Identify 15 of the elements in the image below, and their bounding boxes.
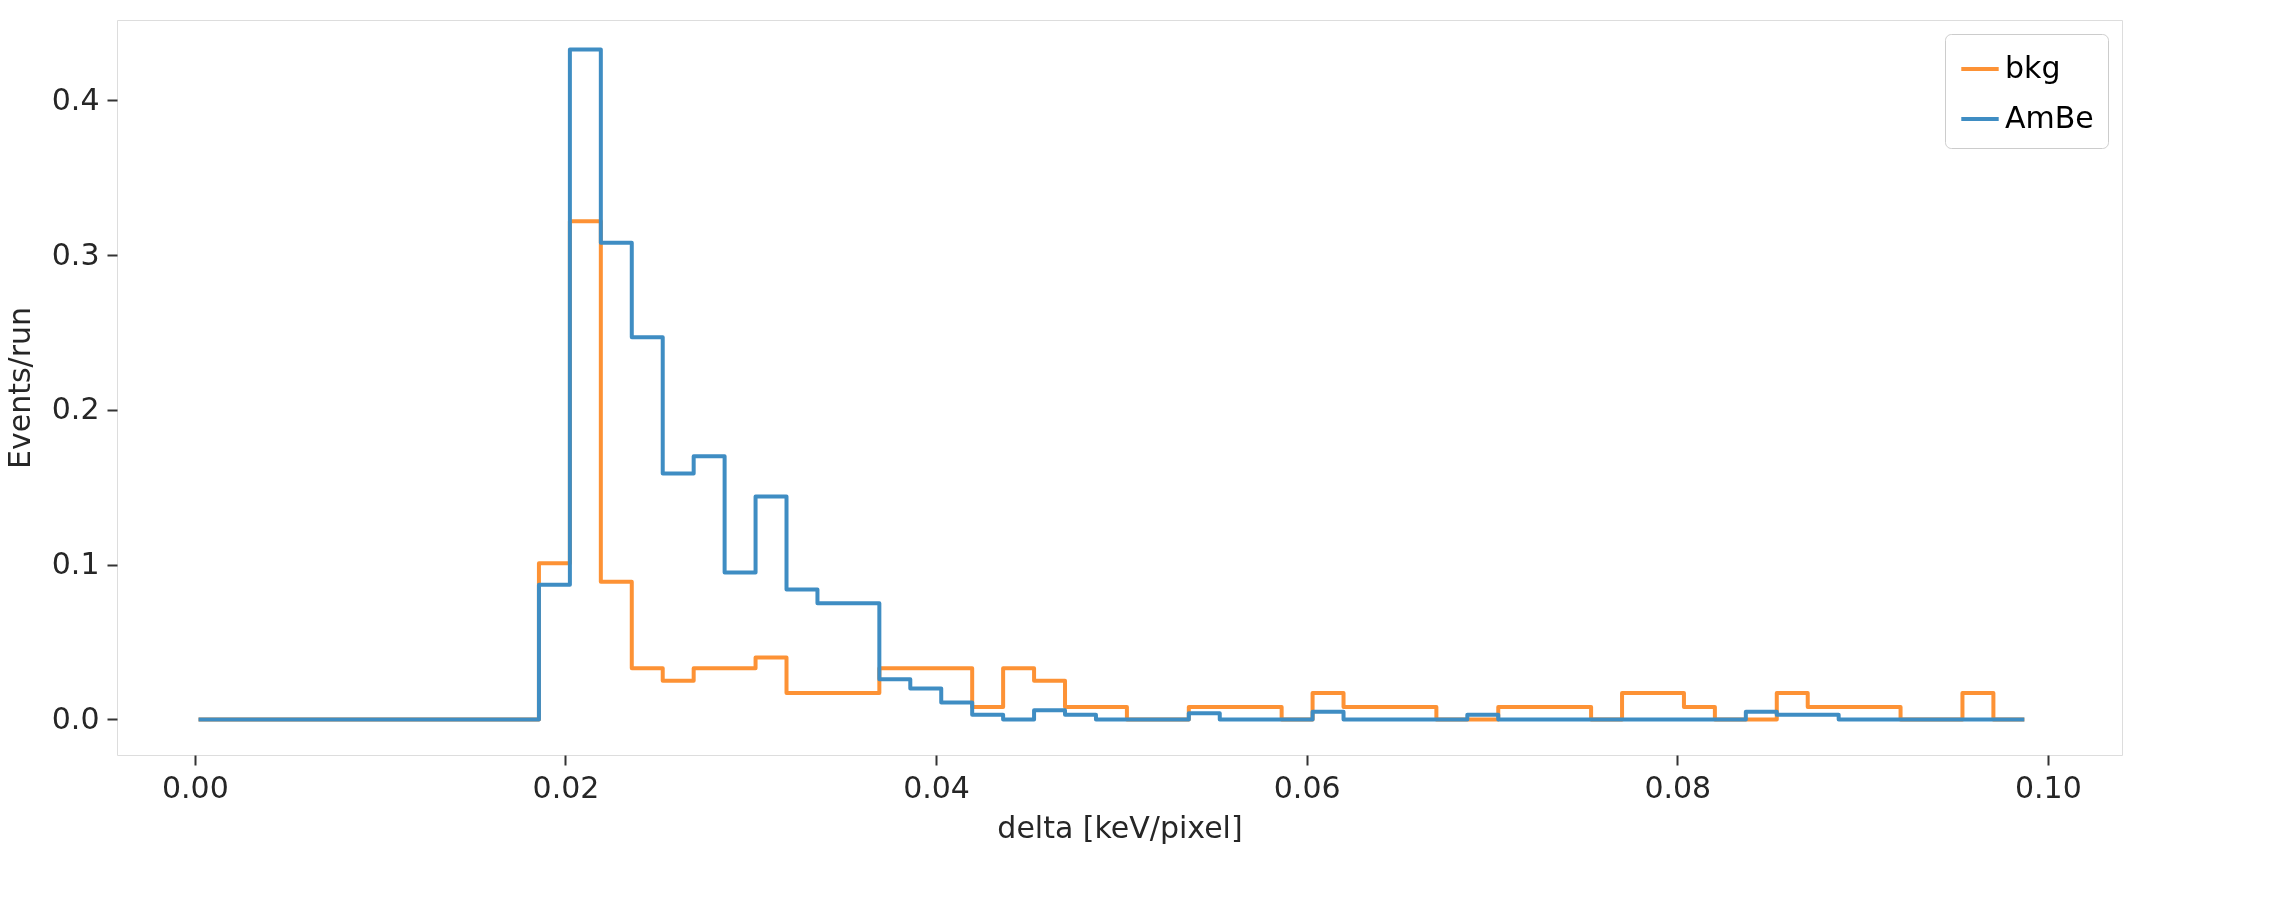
y-tick-label: 0.1 [51,546,100,582]
legend-label: bkg [2005,50,2061,85]
x-axis-title: delta [keV/pixel] [997,809,1243,845]
x-tick-label: 0.06 [1273,769,1341,805]
x-tick-label: 0.00 [161,769,229,805]
y-axis-title: Events/run [1,306,37,470]
y-tick-label: 0.4 [51,81,100,117]
x-tick-label: 0.04 [903,769,970,805]
y-tick-label: 0.2 [51,391,100,427]
x-tick-label: 0.02 [532,769,600,805]
x-tick-label: 0.08 [1644,769,1712,805]
x-tick-label: 0.10 [2014,769,2082,805]
legend-label: AmBe [2005,100,2094,135]
y-tick-label: 0.0 [51,700,100,736]
y-tick-label: 0.3 [51,236,100,272]
